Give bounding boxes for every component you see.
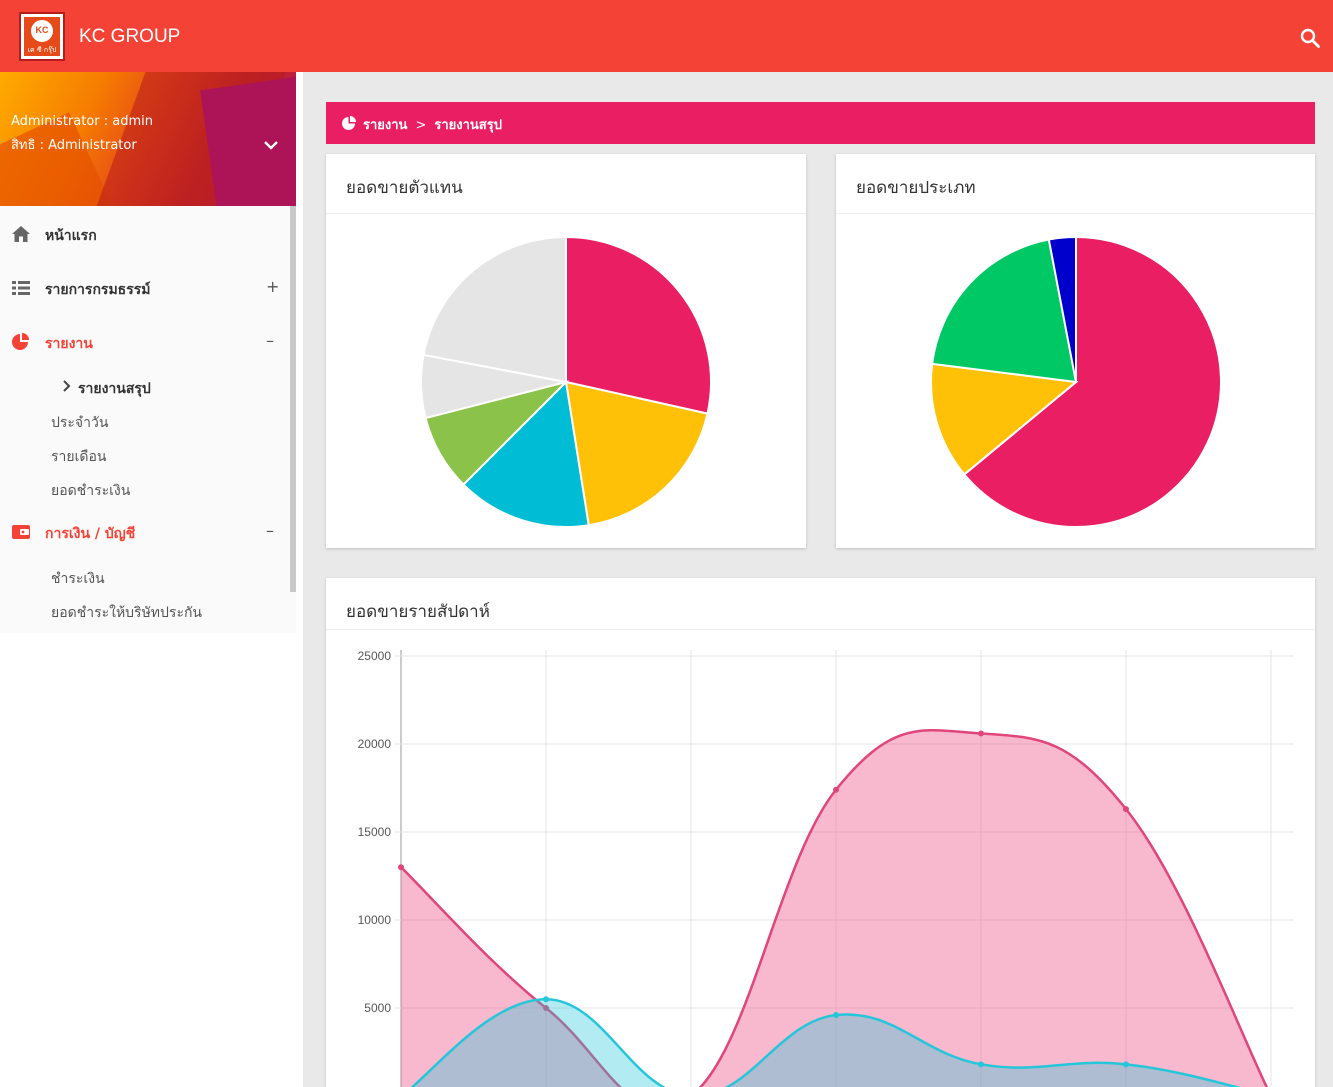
data-point[interactable] xyxy=(833,1012,839,1019)
wallet-icon xyxy=(12,525,30,539)
y-tick-label: 25000 xyxy=(358,649,392,663)
type-sales-pie-chart xyxy=(930,235,1222,528)
pie-chart-icon xyxy=(342,116,356,130)
collapse-icon[interactable]: – xyxy=(266,331,274,350)
pie-slice[interactable] xyxy=(565,235,712,415)
card-header: ยอดขายรายสัปดาห์ xyxy=(326,578,1315,630)
sidebar-item-home[interactable]: หน้าแรก xyxy=(0,214,290,254)
sidebar-subitem-monthly[interactable]: รายเดือน xyxy=(51,449,107,465)
card-title: ยอดขายประเภท xyxy=(856,178,976,198)
user-info-panel: Administrator : admin สิทธิ : Administra… xyxy=(0,72,296,206)
breadcrumb-trail: รายงาน > รายงานสรุป xyxy=(363,114,502,135)
brand-logo[interactable]: KC เค ซี กรุ๊ป xyxy=(19,12,65,61)
logo-text: KC xyxy=(35,25,49,35)
search-icon[interactable] xyxy=(1300,28,1320,48)
sidebar-subitem-payment[interactable]: ชำระเงิน xyxy=(51,571,105,587)
weekly-sales-area-chart: 5000 10000 15000 20000 25000 xyxy=(358,649,1294,1087)
list-icon xyxy=(12,281,30,295)
pie-slice[interactable] xyxy=(930,362,1079,476)
data-point[interactable] xyxy=(398,864,404,871)
data-point[interactable] xyxy=(978,730,984,737)
data-point[interactable] xyxy=(1123,806,1129,813)
logo-subtext: เค ซี กรุ๊ป xyxy=(27,46,57,54)
series-area xyxy=(412,999,1236,1087)
breadcrumb: รายงาน > รายงานสรุป xyxy=(326,102,1315,144)
sidebar-subitem-report-summary[interactable]: รายงานสรุป xyxy=(78,381,151,397)
brand-title[interactable]: KC GROUP xyxy=(79,26,181,47)
data-point[interactable] xyxy=(833,786,839,793)
pie-slice[interactable] xyxy=(422,235,567,384)
y-tick-label: 10000 xyxy=(358,913,392,927)
user-role: สิทธิ : Administrator xyxy=(11,138,137,153)
collapse-icon[interactable]: – xyxy=(266,521,274,540)
breadcrumb-current: รายงานสรุป xyxy=(434,118,502,133)
series-area xyxy=(401,730,1267,1087)
pie-slice[interactable] xyxy=(564,380,709,527)
user-panel-decoration xyxy=(200,75,296,206)
sidebar-item-label: การเงิน / บัญชี xyxy=(45,526,136,542)
pie-slice[interactable] xyxy=(1047,235,1077,383)
breadcrumb-separator: > xyxy=(415,118,427,133)
y-tick-label: 20000 xyxy=(358,737,392,751)
logo-ring: KC xyxy=(31,20,53,42)
data-point[interactable] xyxy=(543,1005,549,1011)
y-tick-label: 5000 xyxy=(364,1001,391,1015)
home-icon xyxy=(12,226,30,242)
card-title: ยอดขายรายสัปดาห์ xyxy=(346,602,490,622)
expand-icon[interactable]: + xyxy=(266,277,280,296)
weekly-sales-card: ยอดขายรายสัปดาห์ 5000 10000 15000 20000 2500… xyxy=(326,578,1315,1087)
pie-slice[interactable] xyxy=(462,379,590,528)
chevron-down-icon[interactable] xyxy=(262,138,280,152)
sidebar-scrollbar[interactable] xyxy=(290,206,296,592)
card-header: ยอดขายตัวแทน xyxy=(326,154,806,214)
top-app-bar: KC เค ซี กรุ๊ป KC GROUP xyxy=(0,0,1333,72)
sidebar-item-finance[interactable]: การเงิน / บัญชี – xyxy=(0,512,290,552)
type-sales-card: ยอดขายประเภท xyxy=(836,154,1315,548)
data-point[interactable] xyxy=(1123,1061,1129,1068)
sidebar-gutter xyxy=(296,72,303,1087)
agent-sales-card: ยอดขายตัวแทน xyxy=(326,154,806,548)
pie-chart-icon xyxy=(12,333,29,350)
sidebar-item-label: รายงาน xyxy=(45,336,93,352)
y-tick-label: 15000 xyxy=(358,825,392,839)
agent-sales-pie-chart xyxy=(420,235,712,528)
pie-slice[interactable] xyxy=(962,235,1222,528)
logo-badge: KC เค ซี กรุ๊ป xyxy=(24,17,60,56)
user-name: Administrator : admin xyxy=(11,114,153,129)
sidebar-item-policies[interactable]: รายการกรมธรรม์ + xyxy=(0,268,290,308)
sidebar-empty-area xyxy=(0,633,303,1087)
sidebar-subitem-daily[interactable]: ประจำวัน xyxy=(51,415,109,431)
card-header: ยอดขายประเภท xyxy=(836,154,1315,214)
sidebar-subitem-payments[interactable]: ยอดชำระเงิน xyxy=(51,483,131,499)
sidebar: Administrator : admin สิทธิ : Administra… xyxy=(0,72,296,633)
chevron-right-icon xyxy=(63,380,71,392)
sidebar-item-label: หน้าแรก xyxy=(45,228,97,244)
sidebar-item-label: รายการกรมธรรม์ xyxy=(45,282,151,298)
sidebar-item-reports[interactable]: รายงาน – xyxy=(0,322,290,362)
sidebar-subitem-insurer-payment[interactable]: ยอดชำระให้บริษัทประกัน xyxy=(51,605,203,621)
data-point[interactable] xyxy=(543,996,549,1003)
breadcrumb-link-reports[interactable]: รายงาน xyxy=(363,118,408,133)
card-title: ยอดขายตัวแทน xyxy=(346,178,463,198)
data-point[interactable] xyxy=(978,1061,984,1068)
pie-slice[interactable] xyxy=(931,238,1078,384)
